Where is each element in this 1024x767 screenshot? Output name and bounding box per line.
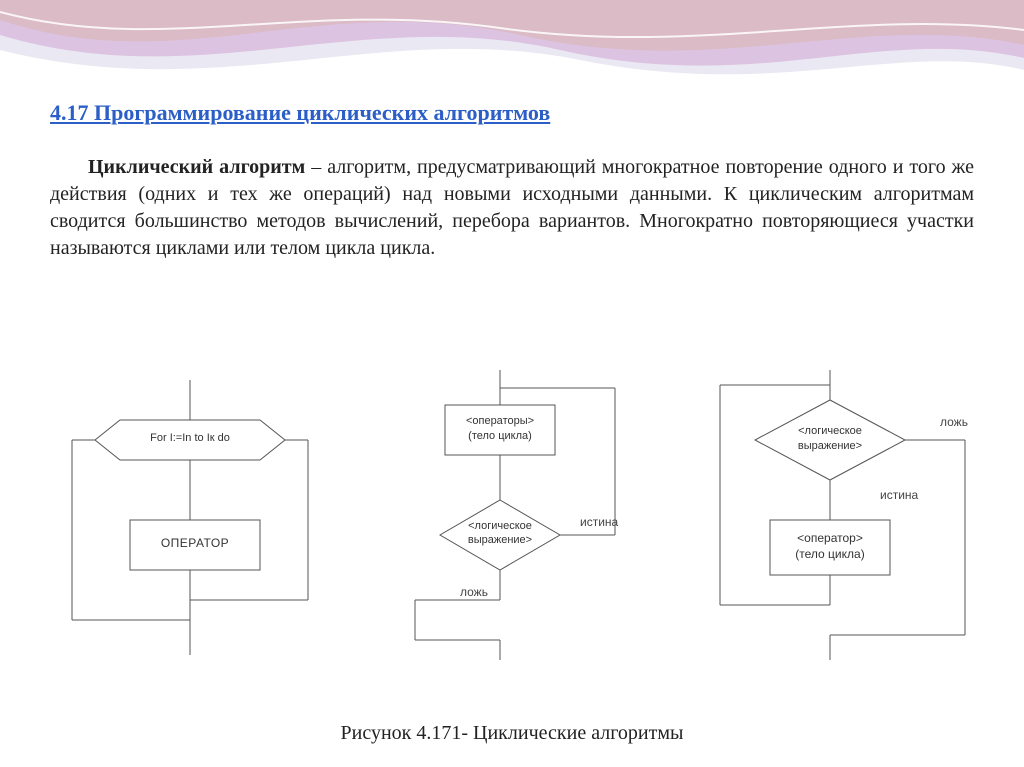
diagrams-row: For I:=In to Iк do ОПЕРАТОР <операторы> [0, 360, 1024, 680]
d2-true-label: истина [580, 515, 618, 529]
diagram-for-loop [60, 360, 320, 660]
diagram-while [690, 360, 990, 660]
d1-rect-label: ОПЕРАТОР [130, 537, 260, 551]
figure-caption: Рисунок 4.171- Циклические алгоритмы [0, 722, 1024, 745]
d3-diamond-l2: выражение> [775, 440, 885, 453]
section-heading: 4.17 Программирование циклических алгори… [50, 100, 974, 126]
d1-hex-label: For I:=In to Iк do [100, 432, 280, 445]
d2-diamond-l2: выражение> [445, 534, 555, 547]
term-bold: Циклический алгоритм [88, 156, 305, 178]
d3-rect-l1: <оператор> [770, 532, 890, 546]
header-waves [0, 0, 1024, 90]
d2-rect-l2: (тело цикла) [445, 430, 555, 443]
d3-true-label: истина [880, 488, 918, 502]
content-block: 4.17 Программирование циклических алгори… [50, 100, 974, 282]
definition-paragraph: Циклический алгоритм – алгоритм, предусм… [50, 154, 974, 262]
d3-false-label: ложь [940, 415, 968, 429]
diagram-repeat-until [380, 360, 640, 660]
d2-rect-l1: <операторы> [445, 415, 555, 428]
d3-rect-l2: (тело цикла) [770, 548, 890, 562]
d2-diamond-l1: <логическое [445, 520, 555, 533]
d2-false-label: ложь [460, 585, 488, 599]
d3-diamond-l1: <логическое [775, 425, 885, 438]
